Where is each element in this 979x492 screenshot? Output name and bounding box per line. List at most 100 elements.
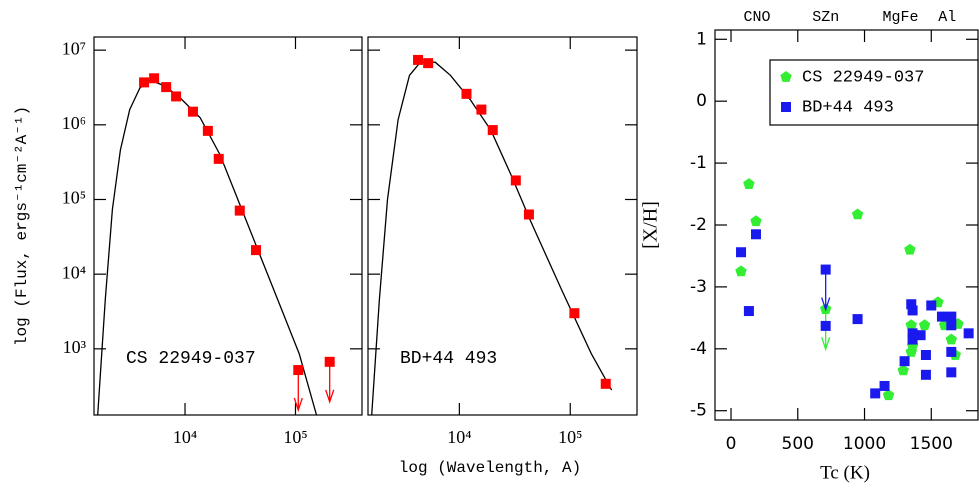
y-tick-label: 1: [696, 29, 707, 49]
x-tick-label: 10⁵: [558, 427, 582, 447]
marker-square: [476, 104, 487, 115]
marker-square: [852, 314, 863, 325]
y-tick-label: 10³: [63, 337, 87, 357]
marker-square: [907, 305, 918, 316]
marker-square: [907, 334, 918, 345]
upper-limit-arrowhead: [325, 389, 335, 404]
annotation: MgFe: [883, 9, 919, 26]
marker-square: [523, 209, 534, 220]
upper-limit-arrowhead: [293, 397, 303, 413]
marker-square: [461, 88, 472, 99]
legend: CS 22949-037 BD+44 493: [769, 59, 979, 126]
marker-square: [926, 300, 937, 311]
y-tick-label: 10⁴: [62, 262, 86, 282]
marker-square: [187, 106, 198, 117]
x-tick-label: 10⁵: [283, 427, 307, 447]
marker-pentagon: [905, 319, 917, 331]
marker-square: [250, 245, 261, 256]
panel: 10⁴ 10⁵ 10³ 10⁴ 10⁵ 10⁶ 10⁷ log (Flux, ergs⁻¹cm…: [13, 36, 363, 447]
marker-pentagon: [897, 364, 909, 376]
marker-square: [946, 311, 957, 322]
marker-square: [234, 205, 245, 216]
marker-square: [879, 380, 890, 391]
y-tick-label: -1: [690, 153, 707, 173]
marker-square: [907, 328, 918, 339]
y-tick-label: 10⁶: [62, 113, 86, 133]
y-tick-label: 10⁵: [62, 188, 86, 208]
marker-pentagon: [918, 319, 931, 331]
marker-square: [920, 369, 931, 380]
marker-pentagon: [882, 389, 895, 401]
marker-pentagon: [945, 333, 957, 345]
annotation: Al: [938, 9, 956, 26]
marker-square: [736, 247, 747, 258]
y-tick-label: 0: [696, 91, 707, 111]
marker-square: [413, 54, 424, 65]
marker-square: [171, 91, 182, 102]
y-tick-label: -5: [690, 401, 707, 421]
x-axis-label: Tc (K): [820, 462, 870, 483]
legend-box: [769, 59, 979, 126]
x-tick-label: 1000: [843, 434, 886, 454]
x-tick-label: 10⁴: [447, 427, 471, 447]
x-axis-label: log (Wavelength, A): [399, 459, 581, 477]
marker-square: [743, 306, 754, 317]
marker-pentagon: [780, 71, 792, 82]
panel-label: BD+44 493: [400, 349, 497, 369]
marker-square: [600, 378, 611, 389]
marker-square: [899, 356, 910, 367]
y-tick-label: 10⁷: [62, 38, 86, 58]
marker-square: [920, 350, 931, 360]
marker-square: [750, 229, 761, 240]
marker-square: [149, 73, 160, 84]
x-tick-label: 500: [782, 434, 814, 454]
panel: 10⁴ 10⁵ log (Wavelength, A) BD+44 493: [367, 36, 638, 477]
panel-label: CS 22949-037: [126, 349, 256, 369]
annotation: SZn: [812, 9, 839, 26]
marker-square: [139, 77, 150, 88]
marker-square: [946, 320, 957, 331]
annotation: CNO: [744, 9, 771, 26]
marker-square: [915, 330, 926, 341]
y-axis-label: [X/H]: [640, 201, 662, 249]
marker-square: [423, 58, 434, 69]
legend-label: CS 22949-037: [802, 68, 924, 87]
marker-square: [161, 82, 172, 93]
marker-square: [487, 125, 498, 136]
upper-limit-arrowhead: [821, 336, 831, 352]
marker-square: [781, 102, 791, 112]
marker-pentagon: [851, 208, 864, 220]
marker-square: [870, 388, 881, 399]
frame: [367, 36, 638, 416]
marker-square: [820, 264, 831, 275]
marker-square: [293, 365, 304, 376]
marker-square: [510, 175, 521, 186]
y-tick-label: -2: [690, 215, 707, 235]
marker-pentagon: [904, 243, 916, 255]
y-tick-label: -3: [690, 277, 707, 297]
marker-pentagon: [743, 178, 755, 189]
marker-square: [963, 328, 974, 339]
panel: 0 500 1000 1500 1 0 -1 -2 -3 -4 -5 [X/H] Tc (K) CNO SZ…: [640, 9, 979, 483]
marker-square: [213, 153, 224, 164]
marker-square: [946, 367, 957, 378]
frame: [93, 36, 363, 416]
x-tick-label: 10⁴: [173, 427, 197, 447]
y-tick-label: -4: [690, 339, 707, 359]
upper-limit-arrowhead: [821, 297, 831, 312]
x-tick-label: 0: [726, 434, 737, 454]
marker-square: [936, 311, 947, 322]
legend-label: BD+44 493: [802, 98, 894, 117]
marker-square: [324, 356, 335, 367]
model-line: [371, 61, 613, 415]
marker-square: [906, 299, 917, 310]
marker-pentagon: [735, 265, 747, 277]
y-axis-label: log (Flux, ergs⁻¹cm⁻²A⁻¹): [13, 106, 31, 346]
marker-square: [569, 308, 580, 319]
marker-square: [946, 346, 957, 357]
marker-square: [820, 320, 831, 331]
marker-pentagon: [750, 215, 762, 227]
marker-square: [202, 125, 213, 136]
x-tick-label: 1500: [910, 434, 953, 454]
